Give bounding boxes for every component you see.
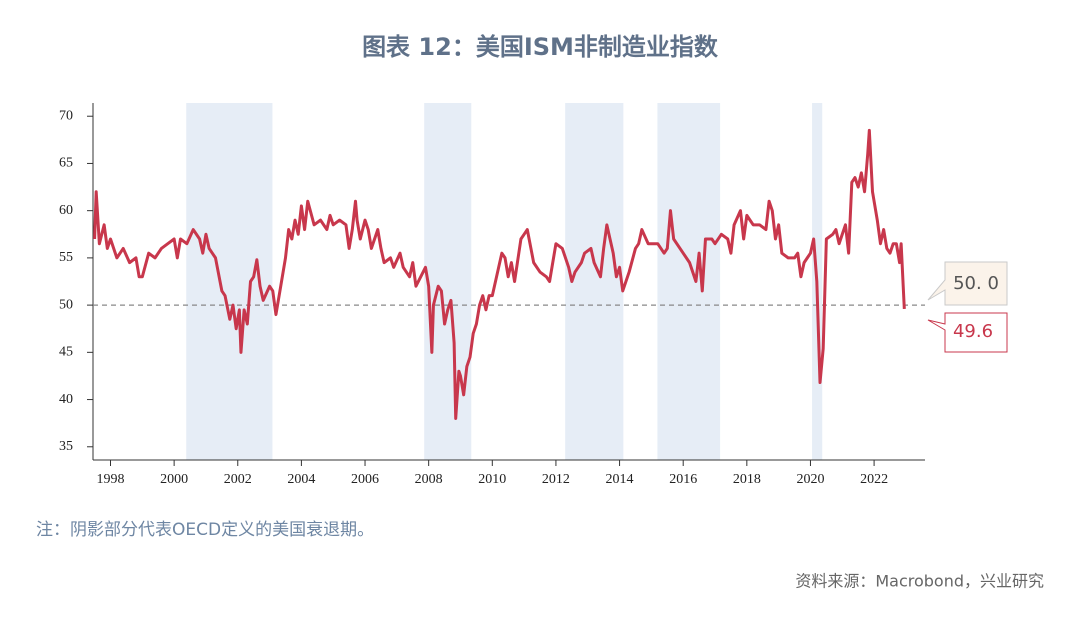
x-tick-label: 2010 [478,472,506,487]
last-value-label: 49.6 [953,321,993,342]
x-tick-label: 2012 [542,472,570,487]
x-tick-label: 2002 [224,472,252,487]
y-tick-label: 45 [59,345,73,360]
x-tick-label: 2022 [860,472,888,487]
recession-shade [657,103,721,460]
x-tick-label: 2018 [733,472,761,487]
recession-shade [565,103,624,460]
note: 注：阴影部分代表OECD定义的美国衰退期。 [36,520,374,540]
data-line [93,128,906,420]
recession-shade [424,103,472,460]
y-tick-label: 60 [59,203,73,218]
x-tick-label: 2016 [669,472,697,487]
reference-label: 50. 0 [953,273,999,294]
source: 资料来源：Macrobond，兴业研究 [795,572,1044,591]
y-tick-label: 50 [59,297,73,312]
y-tick-label: 35 [59,439,73,454]
x-tick-label: 2004 [287,472,315,487]
x-tick-label: 2008 [415,472,443,487]
callout-box [927,312,1008,353]
callout-box [927,261,1008,306]
y-tick-label: 55 [59,250,73,265]
x-tick-label: 2000 [160,472,188,487]
y-tick-label: 40 [59,392,73,407]
y-tick-label: 65 [59,156,73,171]
x-tick-label: 2020 [796,472,824,487]
chart-title: 图表 12：美国ISM非制造业指数 [362,33,719,61]
x-tick-label: 1998 [96,472,124,487]
x-tick-label: 2014 [606,472,634,487]
y-tick-label: 70 [59,108,73,123]
x-tick-label: 2006 [351,472,379,487]
background-layer [186,103,823,460]
